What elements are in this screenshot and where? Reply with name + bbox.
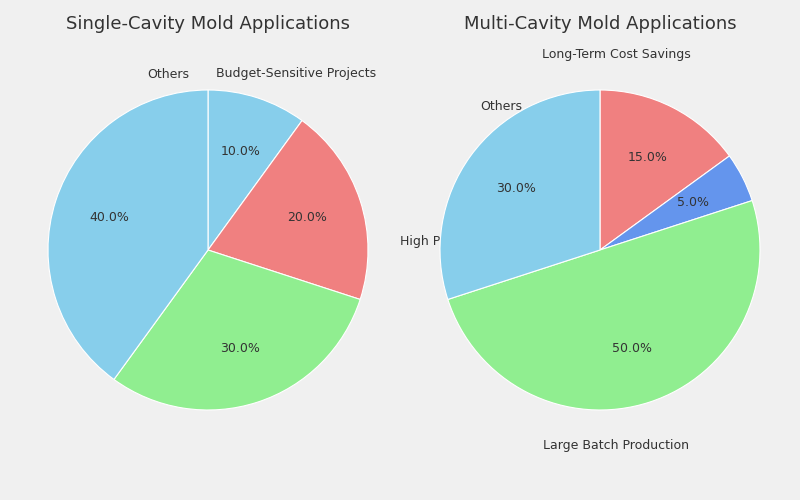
Text: 15.0%: 15.0% <box>627 151 667 164</box>
Text: 5.0%: 5.0% <box>677 196 709 209</box>
Wedge shape <box>114 250 360 410</box>
Text: 50.0%: 50.0% <box>612 342 652 355</box>
Wedge shape <box>208 90 302 250</box>
Text: Long-Term Cost Savings: Long-Term Cost Savings <box>542 48 690 62</box>
Text: High Product Diversity: High Product Diversity <box>400 236 540 248</box>
Text: 30.0%: 30.0% <box>220 342 260 355</box>
Text: Others: Others <box>147 68 189 80</box>
Text: 10.0%: 10.0% <box>220 144 260 158</box>
Text: 40.0%: 40.0% <box>89 212 129 224</box>
Text: 20.0%: 20.0% <box>287 212 327 224</box>
Text: 30.0%: 30.0% <box>496 182 536 196</box>
Text: Others: Others <box>480 100 522 112</box>
Text: Large Batch Production: Large Batch Production <box>543 438 689 452</box>
Text: Budget-Sensitive Projects: Budget-Sensitive Projects <box>216 68 376 80</box>
Title: Single-Cavity Mold Applications: Single-Cavity Mold Applications <box>66 15 350 33</box>
Title: Multi-Cavity Mold Applications: Multi-Cavity Mold Applications <box>464 15 736 33</box>
Wedge shape <box>600 156 752 250</box>
Wedge shape <box>440 90 600 300</box>
Wedge shape <box>48 90 208 380</box>
Wedge shape <box>448 200 760 410</box>
Wedge shape <box>208 120 368 300</box>
Wedge shape <box>600 90 730 250</box>
